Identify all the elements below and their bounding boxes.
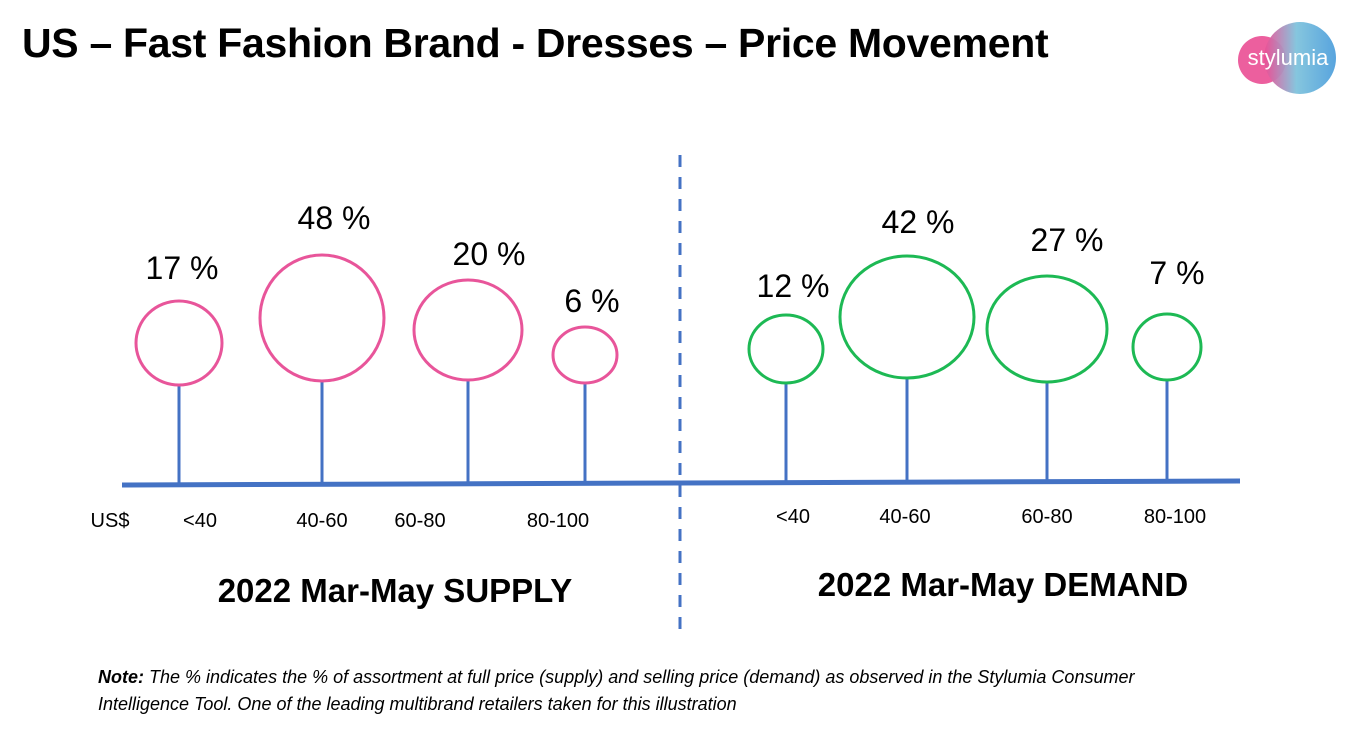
currency-label: US$	[90, 510, 130, 532]
bubble	[134, 299, 224, 387]
value-label: 7 %	[1149, 255, 1205, 291]
stylumia-logo: stylumia	[1238, 22, 1336, 94]
note-label: Note:	[98, 667, 144, 687]
value-label: 17 %	[145, 250, 219, 286]
value-label: 6 %	[564, 283, 620, 319]
tick-label: 40-60	[879, 506, 931, 528]
tick-label: 40-60	[296, 510, 348, 532]
supply-title: 2022 Mar-May SUPPLY	[217, 572, 573, 609]
bubble	[747, 313, 825, 385]
bubble	[412, 278, 524, 382]
svg-text:stylumia: stylumia	[1248, 45, 1329, 70]
tick-label: <40	[183, 510, 217, 532]
tick-label: 60-80	[1021, 506, 1073, 528]
bubble	[1131, 312, 1203, 382]
price-axis	[121, 478, 1241, 488]
bubble	[551, 325, 619, 385]
bubble	[258, 253, 386, 383]
tick-label: <40	[776, 506, 810, 528]
value-label: 27 %	[1030, 222, 1104, 258]
page-title: US – Fast Fashion Brand - Dresses – Pric…	[22, 20, 1049, 66]
bubble	[838, 254, 976, 380]
tick-label: 60-80	[394, 510, 446, 532]
footnote: Note: The % indicates the % of assortmen…	[98, 664, 1218, 718]
bubble	[985, 274, 1109, 384]
demand-title: 2022 Mar-May DEMAND	[817, 566, 1189, 603]
value-label: 20 %	[452, 236, 526, 272]
tick-label: 80-100	[526, 510, 590, 532]
value-label: 12 %	[756, 268, 830, 304]
note-text: The % indicates the % of assortment at f…	[98, 667, 1135, 714]
value-label: 42 %	[881, 204, 955, 240]
value-label: 48 %	[297, 200, 371, 236]
tick-label: 80-100	[1143, 506, 1207, 528]
